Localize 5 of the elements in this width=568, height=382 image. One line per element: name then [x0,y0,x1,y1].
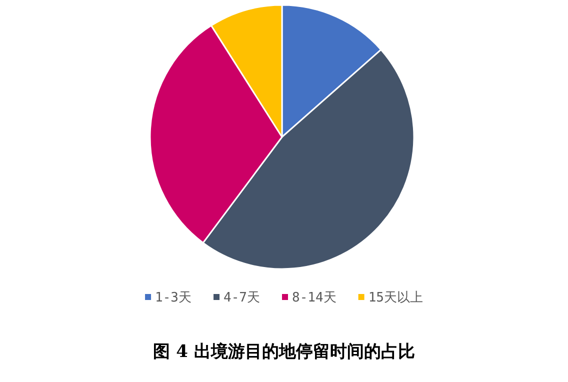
text: 图 4 出境游目的地停留时间的占比 [153,342,415,362]
legend-label: 8-14天 [292,290,336,306]
legend-label: 15天以上 [368,290,423,306]
legend-label: 4-7天 [224,290,260,306]
legend-label: 1-3天 [155,290,192,306]
